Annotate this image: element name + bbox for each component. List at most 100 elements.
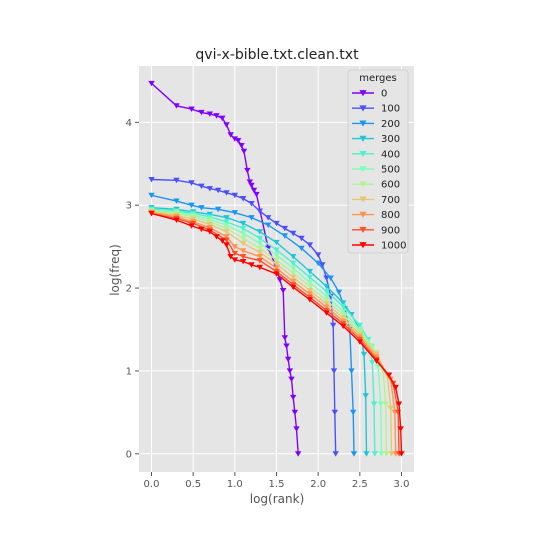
data-point bbox=[388, 451, 395, 457]
legend-label: 300 bbox=[381, 134, 400, 145]
data-point bbox=[239, 258, 247, 265]
data-point bbox=[395, 401, 403, 407]
data-point bbox=[256, 229, 264, 235]
legend-swatch-marker bbox=[359, 196, 367, 203]
data-point bbox=[284, 356, 292, 363]
legend-item-500: 500 bbox=[352, 165, 400, 176]
data-point bbox=[264, 222, 272, 228]
data-point bbox=[198, 109, 205, 116]
data-point bbox=[248, 215, 255, 221]
data-point bbox=[323, 304, 330, 310]
data-point bbox=[173, 198, 180, 204]
data-point bbox=[370, 401, 378, 407]
chart-title: qvi-x-bible.txt.clean.txt bbox=[195, 47, 359, 63]
legend-item-0: 0 bbox=[352, 89, 387, 100]
legend-swatch-marker bbox=[359, 181, 367, 188]
data-point bbox=[306, 268, 314, 275]
legend-item-600: 600 bbox=[352, 180, 400, 191]
data-point bbox=[289, 265, 297, 272]
data-point bbox=[248, 182, 255, 189]
data-point bbox=[378, 451, 385, 457]
data-point bbox=[231, 244, 239, 250]
data-point bbox=[289, 284, 297, 291]
data-point bbox=[256, 245, 264, 252]
legend-item-1000: 1000 bbox=[352, 241, 406, 252]
data-point bbox=[238, 142, 245, 149]
data-point bbox=[248, 262, 255, 268]
data-point bbox=[214, 206, 222, 213]
data-point bbox=[198, 226, 205, 233]
data-point bbox=[281, 225, 289, 232]
data-point bbox=[383, 451, 390, 457]
data-point bbox=[239, 240, 247, 247]
data-point bbox=[188, 106, 195, 112]
data-point bbox=[369, 360, 376, 366]
data-point bbox=[223, 234, 230, 240]
data-point bbox=[256, 240, 264, 247]
data-point bbox=[363, 451, 370, 457]
x-tick-label: 3.0 bbox=[394, 479, 410, 490]
data-point bbox=[148, 192, 155, 199]
data-point bbox=[323, 310, 330, 316]
data-point bbox=[360, 351, 368, 358]
data-point bbox=[240, 148, 248, 155]
data-point bbox=[291, 409, 299, 416]
data-point bbox=[323, 283, 330, 290]
series-layer bbox=[148, 80, 405, 457]
data-point bbox=[323, 275, 330, 281]
data-point bbox=[239, 230, 247, 237]
data-point bbox=[289, 254, 297, 260]
ticks: 0.0 0.5 1.0 1.5 2.0 2.5 3.0 0 1 2 3 4 bbox=[126, 118, 410, 490]
data-point bbox=[148, 80, 155, 87]
data-point bbox=[382, 401, 389, 407]
data-point bbox=[206, 221, 214, 228]
data-point bbox=[323, 301, 330, 307]
data-point bbox=[239, 225, 247, 232]
data-point bbox=[331, 409, 339, 416]
data-point bbox=[231, 192, 239, 199]
data-point bbox=[173, 177, 180, 184]
legend-swatch-marker bbox=[359, 226, 367, 234]
legend-item-300: 300 bbox=[352, 134, 400, 145]
data-point bbox=[223, 242, 230, 248]
data-point bbox=[289, 260, 297, 267]
series-1000 bbox=[148, 210, 405, 457]
y-tick-label: 1 bbox=[126, 366, 132, 377]
data-point bbox=[239, 220, 247, 227]
legend-label: 900 bbox=[381, 225, 400, 236]
data-point bbox=[188, 223, 195, 229]
data-point bbox=[286, 368, 294, 374]
legend-label: 400 bbox=[381, 149, 400, 160]
legend-swatch-marker bbox=[359, 135, 367, 142]
data-point bbox=[223, 222, 230, 228]
data-point bbox=[214, 187, 222, 194]
data-point bbox=[339, 303, 347, 310]
legend-box bbox=[347, 69, 409, 254]
data-point bbox=[273, 257, 280, 263]
data-point bbox=[206, 186, 214, 192]
data-point bbox=[256, 235, 264, 242]
data-point bbox=[173, 103, 180, 109]
data-point bbox=[339, 315, 347, 321]
data-point bbox=[273, 220, 280, 227]
x-tick-label: 2.5 bbox=[352, 479, 368, 490]
data-point bbox=[273, 239, 280, 246]
data-point bbox=[273, 247, 280, 253]
data-point bbox=[289, 394, 297, 401]
series-100 bbox=[148, 176, 339, 457]
legend-label: 800 bbox=[381, 210, 400, 221]
legend-item-100: 100 bbox=[352, 104, 400, 115]
data-point bbox=[298, 245, 305, 252]
data-point bbox=[231, 136, 239, 142]
data-point bbox=[283, 343, 290, 349]
data-point bbox=[329, 322, 337, 329]
data-point bbox=[281, 233, 289, 239]
data-point bbox=[279, 287, 287, 294]
data-point bbox=[362, 393, 369, 399]
y-axis-label: log(freq) bbox=[108, 244, 122, 296]
data-point bbox=[289, 278, 297, 285]
data-point bbox=[148, 176, 155, 183]
data-point bbox=[223, 225, 230, 232]
data-point bbox=[223, 229, 230, 235]
